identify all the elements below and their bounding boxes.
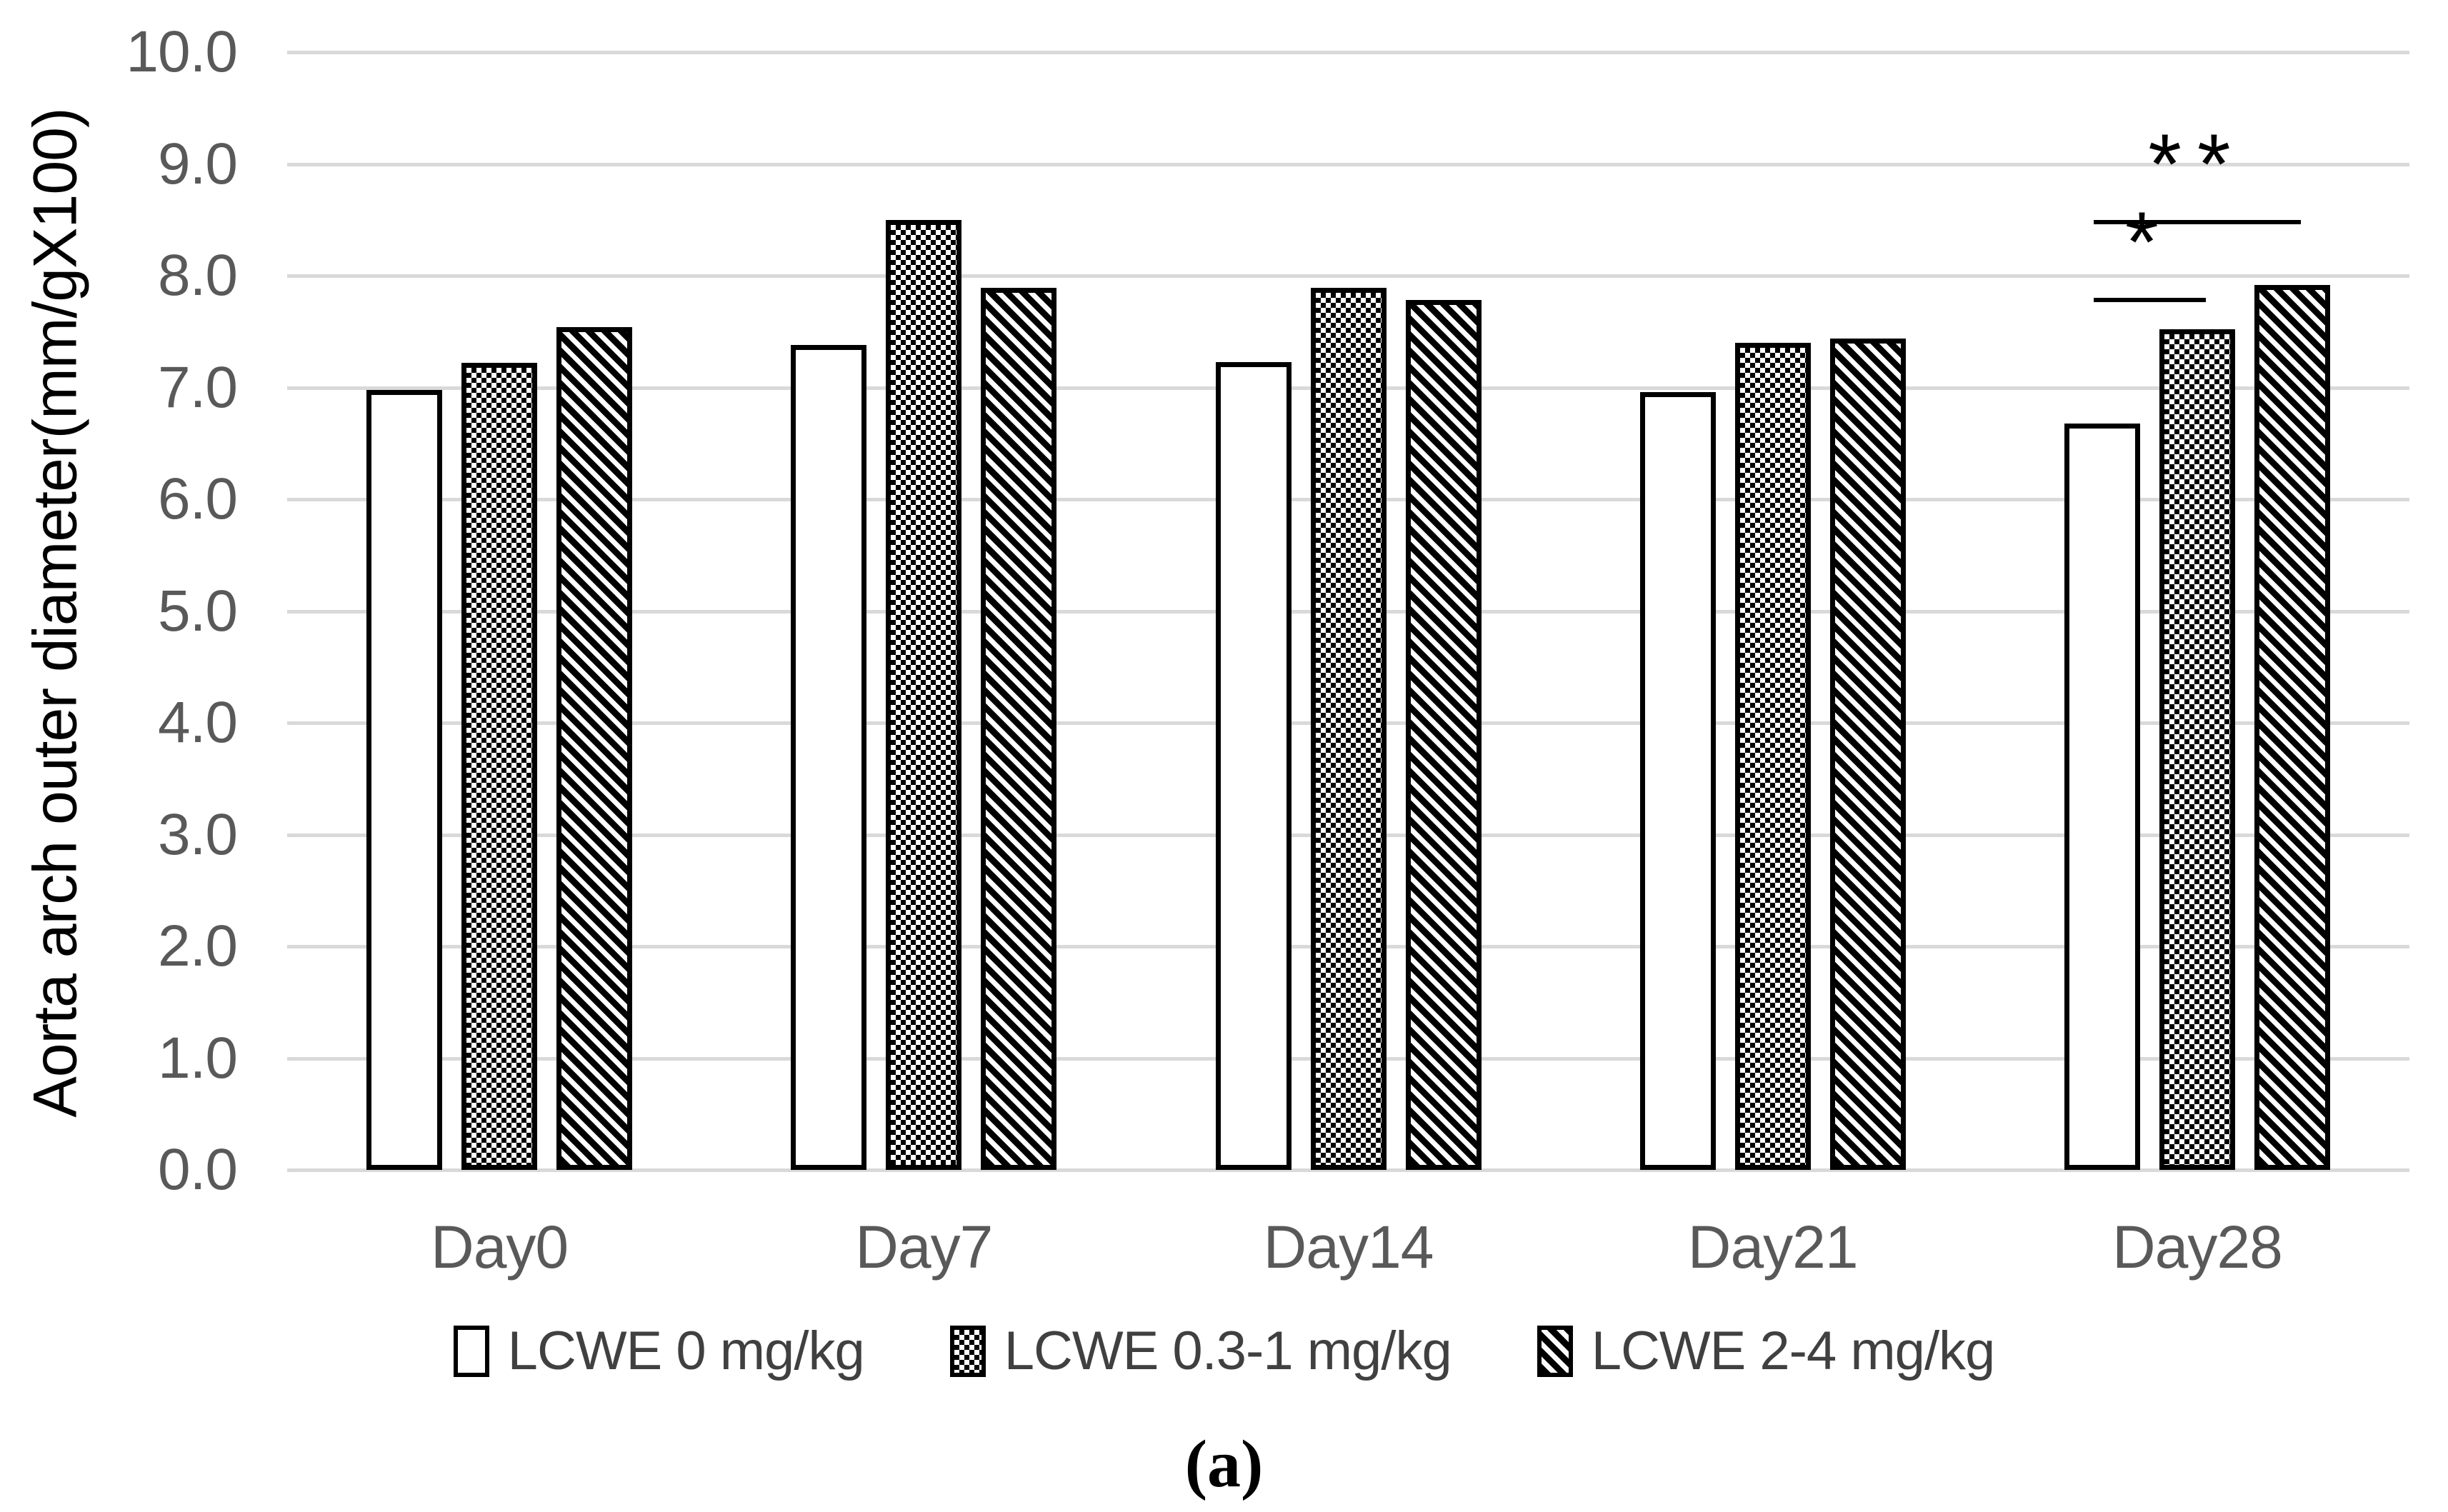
bar-Day21-series2	[1829, 338, 1906, 1170]
x-axis-label: Day28	[2112, 1213, 2283, 1281]
bar-Day14-series0	[1215, 361, 1292, 1170]
y-tick-label: 7.0	[158, 354, 238, 420]
legend-marker-white-bar-icon	[453, 1325, 489, 1377]
legend-marker-diagonal-bar-icon	[1537, 1325, 1573, 1377]
subfigure-caption: (a)	[1184, 1427, 1264, 1501]
y-tick-label: 6.0	[158, 466, 238, 531]
y-tick-label: 4.0	[158, 690, 238, 755]
gridline	[287, 162, 2409, 166]
significance-line	[2093, 219, 2301, 224]
legend-label: LCWE 2-4 mg/kg	[1591, 1321, 1996, 1381]
significance-asterisks: *	[2125, 194, 2174, 291]
bar-Day7-series1	[886, 219, 962, 1170]
gridline	[287, 51, 2409, 54]
bar-Day7-series0	[791, 345, 867, 1170]
bar-Day21-series0	[1639, 391, 1716, 1170]
legend: LCWE 0 mg/kg LCWE 0.3-1 mg/kg LCWE 2-4 m…	[0, 1320, 2448, 1382]
bar-Day28-series0	[2064, 423, 2140, 1170]
y-tick-label: 1.0	[158, 1025, 238, 1091]
bar-Day14-series1	[1310, 288, 1387, 1170]
y-tick-label: 9.0	[158, 131, 238, 196]
significance-line	[2093, 298, 2206, 303]
gridline	[287, 274, 2409, 278]
bar-Day0-series1	[461, 363, 538, 1170]
y-tick-label: 3.0	[158, 801, 238, 867]
x-axis-label: Day14	[1263, 1213, 1434, 1281]
x-axis-label: Day0	[431, 1213, 569, 1281]
x-axis-label: Day7	[855, 1213, 993, 1281]
legend-item-lcwe-2-4: LCWE 2-4 mg/kg	[1537, 1320, 1995, 1382]
bar-Day14-series2	[1405, 300, 1482, 1170]
y-tick-label: 2.0	[158, 913, 238, 978]
legend-item-lcwe-0-3-1: LCWE 0.3-1 mg/kg	[949, 1320, 1452, 1382]
y-tick-label: 0.0	[158, 1137, 238, 1202]
legend-label: LCWE 0.3-1 mg/kg	[1004, 1321, 1452, 1381]
bar-Day21-series1	[1734, 342, 1811, 1170]
y-tick-label: 8.0	[158, 243, 238, 308]
bar-Day28-series2	[2254, 284, 2330, 1170]
y-tick-label: 10.0	[126, 19, 238, 84]
legend-marker-checker-bar-icon	[949, 1325, 986, 1377]
bar-Day0-series2	[556, 326, 633, 1170]
bar-Day0-series0	[366, 389, 443, 1170]
gridline	[287, 1168, 2409, 1172]
bar-Day28-series1	[2159, 329, 2235, 1170]
x-axis-label: Day21	[1687, 1213, 1859, 1281]
legend-item-lcwe-0: LCWE 0 mg/kg	[453, 1320, 865, 1382]
y-tick-label: 5.0	[158, 578, 238, 644]
bar-Day7-series2	[981, 288, 1057, 1170]
significance-asterisks: **	[2148, 116, 2247, 212]
legend-label: LCWE 0 mg/kg	[507, 1321, 865, 1381]
